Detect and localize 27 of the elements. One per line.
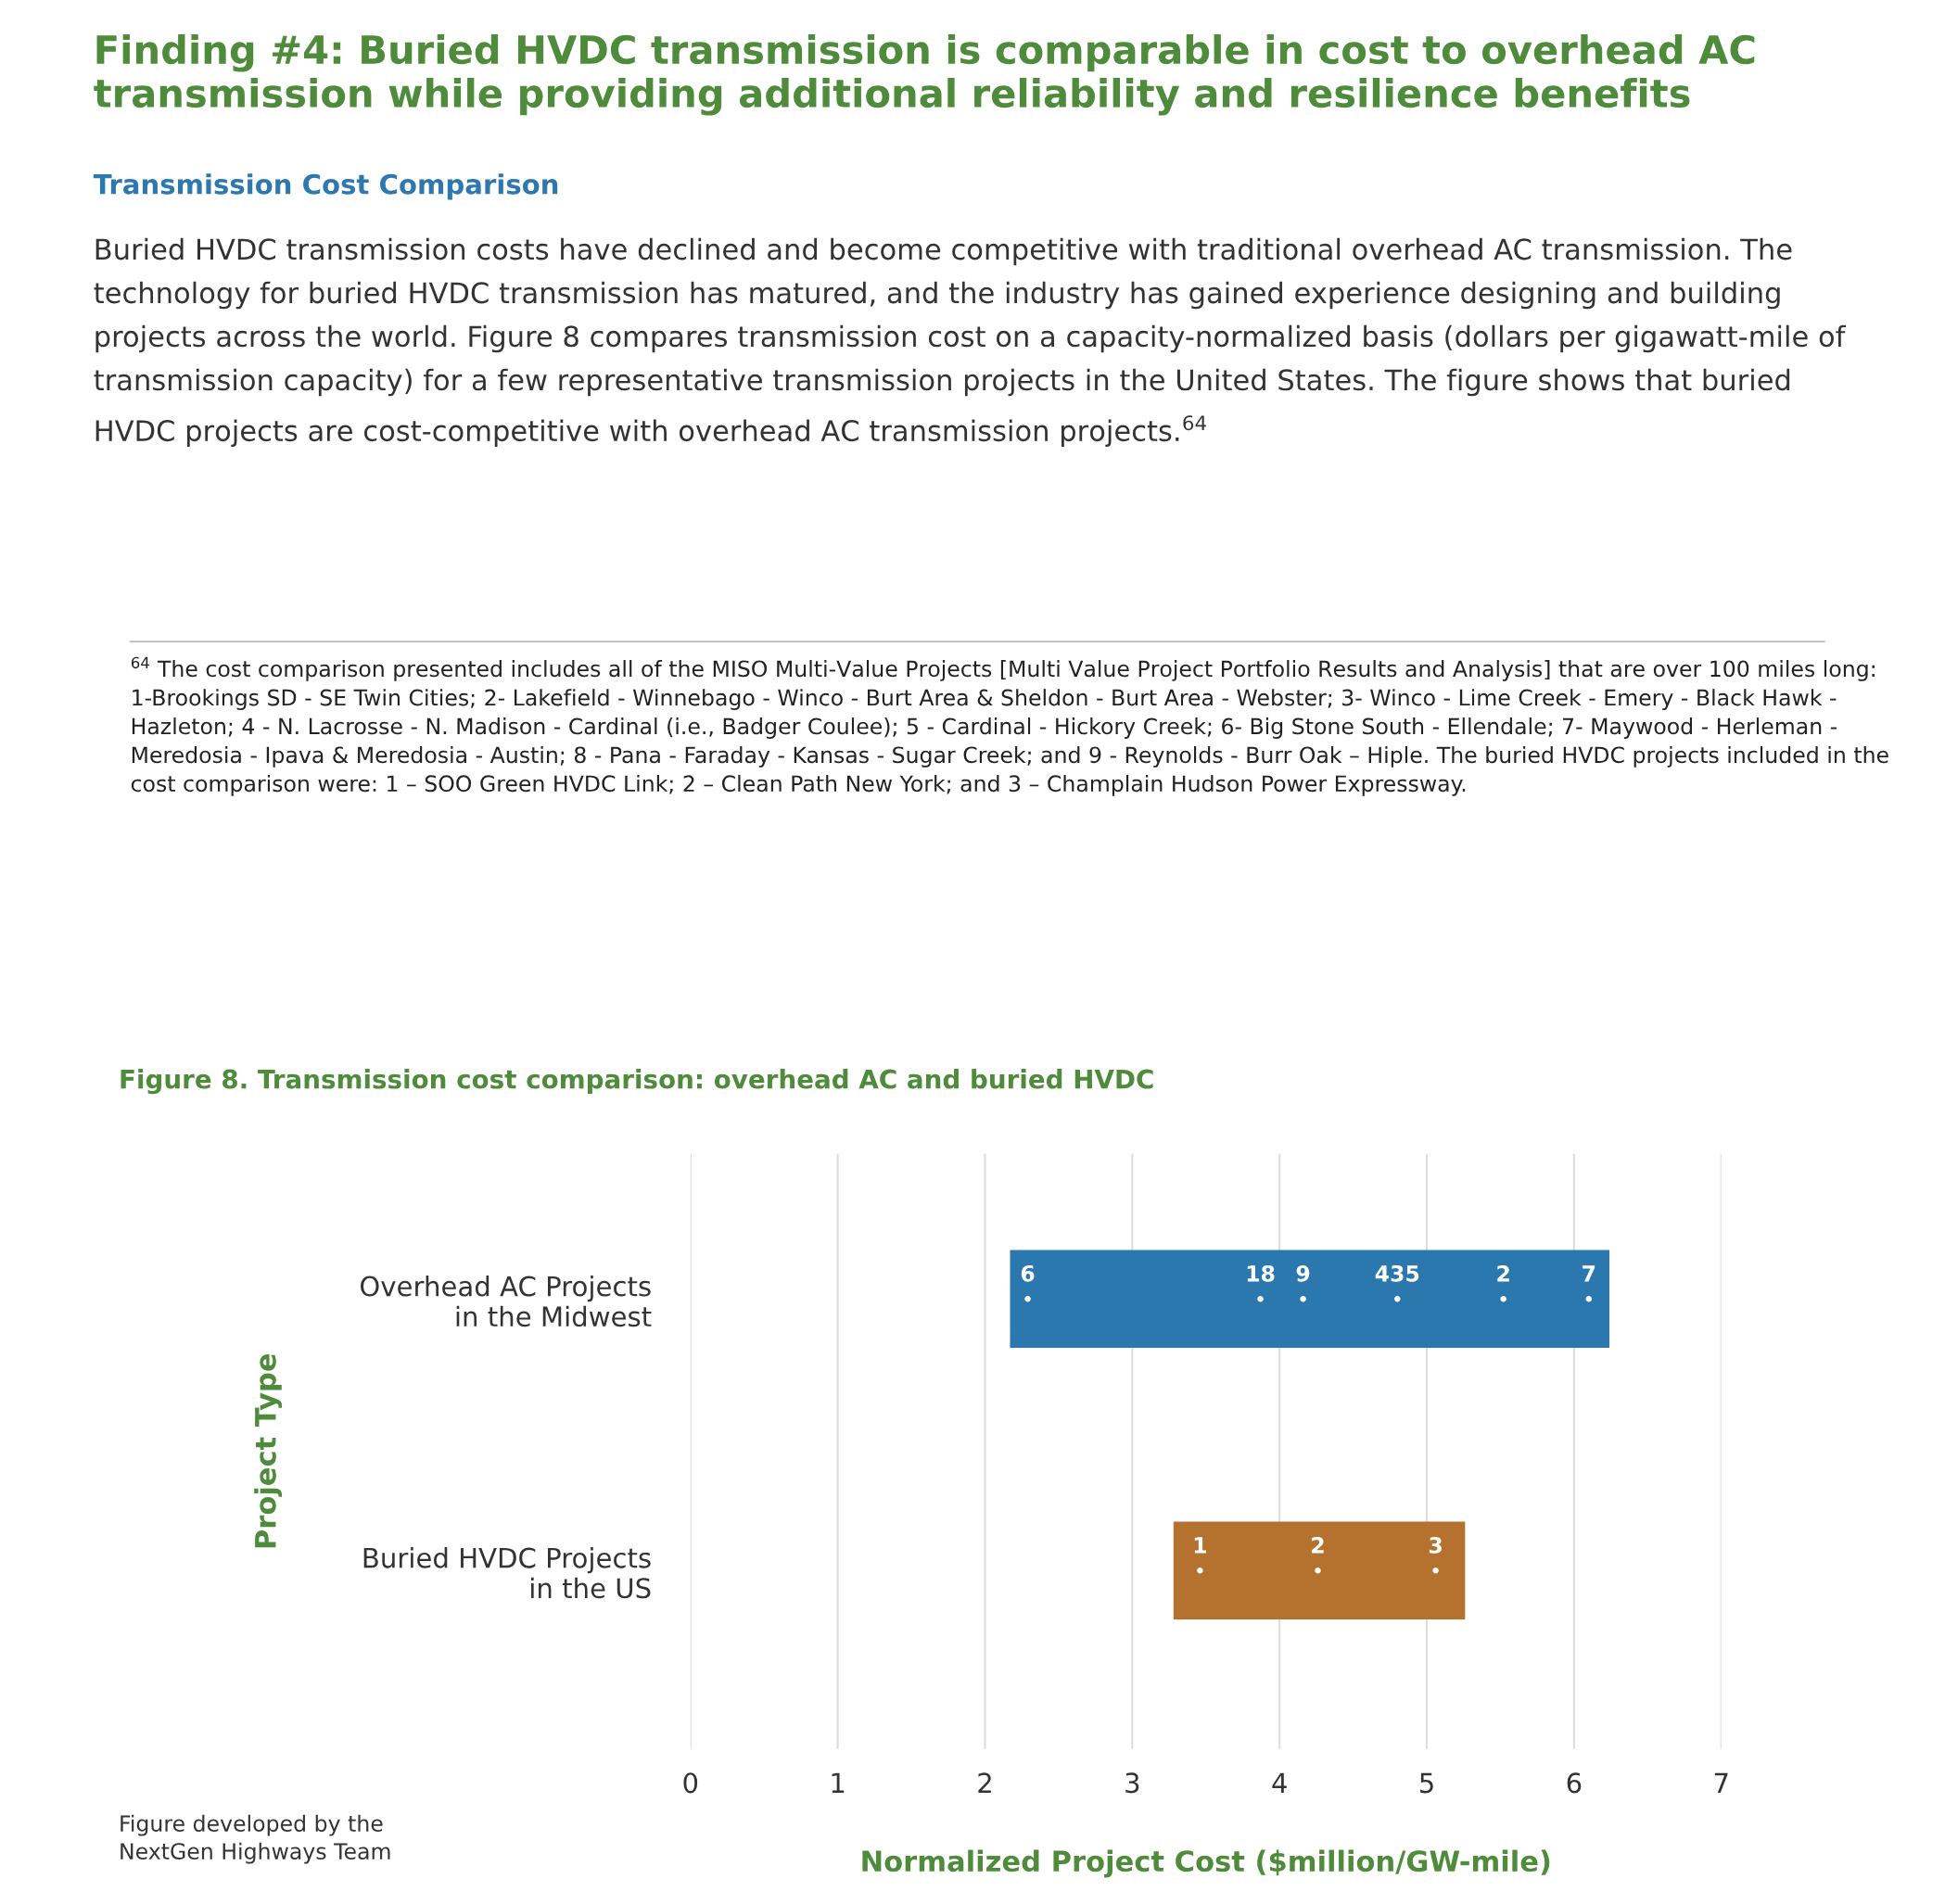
y-tick-label: Buried HVDC Projects in the US [363, 1547, 651, 1599]
series-label: 1 [1194, 1537, 1206, 1554]
x-tick-label: 0 [683, 1772, 698, 1794]
text: Figure developed by the NextGen Highways Team [121, 1814, 390, 1864]
caption: Figure 8. Transmission cost comparison: overhead AC and buried HVDC [121, 1069, 1153, 1095]
y-axis-title: Project Type [254, 1353, 282, 1548]
series-label: 18 [1247, 1264, 1275, 1282]
x-tick-label: 2 [978, 1772, 991, 1793]
x-tick-label: 4 [1272, 1772, 1287, 1793]
x-tick-label: 7 [1714, 1772, 1728, 1793]
x-tick-label: 3 [1125, 1772, 1139, 1794]
series-label: 6 [1021, 1264, 1035, 1282]
x-tick-label: 1 [832, 1772, 845, 1793]
chart-title: Finding #4: Buried HVDC transmission is comparable in cost to overhead AC transmission while providing additional reliability and resilience benefits [94, 33, 1755, 116]
text: Transmission Cost Comparison [93, 173, 558, 200]
series-label: 7 [1583, 1265, 1595, 1282]
series-label: 2 [1312, 1536, 1324, 1554]
series-label: 435 [1375, 1264, 1419, 1282]
series-label: 2 [1497, 1264, 1509, 1282]
y-tick-label: Overhead AC Projects in the Midwest [360, 1276, 652, 1327]
series-label: 3 [1429, 1536, 1442, 1554]
text: Buried HVDC transmission costs have declined and become competitive with traditional overhead AC transmission. The technology for buried HVDC transmission has matured, and the industry has gained experience designing and building projects across the world. Figure 8 compares transmission cost on a capacity-normalized basis (dollars per gigawatt-mile of transmission capacity) for a few representative transmission projects in the United States. The figure shows that buried HVDC projects are cost-competitive with overhead AC transmission projects.$^{64}$ [94, 237, 1847, 448]
x-tick-label: 6 [1567, 1772, 1582, 1794]
text: $^{64}$ The cost comparison presented includes all of the MISO Multi-Value Projects [Multi Value Project Portfolio Results and Analysis] that are over 100 miles long: 1-Brookings SD - SE Twin Cities; 2- Lakefield - Winnebago - Winco - Burt Area & Sheldon - Burt Area - Webster; 3- Winco - Lime Creek - Emery - Black Hawk - Hazleton; 4 - N. Lacrosse - N. Madison - Cardinal (i.e., Badger Coulee); 5 - Cardinal - Hickory Creek; 6- Big Stone South - Ellendale; 7- Maywood - Herleman - Meredosia - Ipava & Meredosia - Austin; 8 - Pana - Faraday - Kansas - Sugar Creek; and 9 - Reynolds - Burr Oak – Hiple. The buried HVDC projects included in the cost comparison were: 1 – SOO Green HVDC Link; 2 – Clean Path New York; and 3 – Champlain Hudson Power Expressway. [131, 656, 1888, 796]
series-label: 9 [1296, 1264, 1310, 1282]
x-axis-title: Normalized Project Cost ($million/GW-mile) [862, 1849, 1550, 1878]
x-tick-label: 5 [1420, 1772, 1433, 1794]
